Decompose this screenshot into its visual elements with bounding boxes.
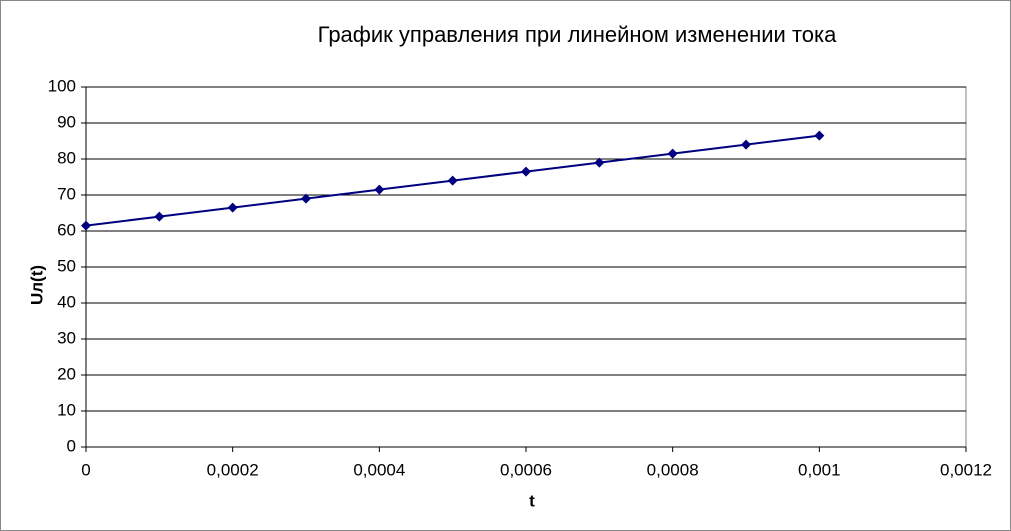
marker [301, 193, 311, 204]
x-tick-label: 0 [81, 460, 90, 479]
marker [667, 148, 678, 159]
y-tick-label: 70 [57, 184, 76, 203]
y-tick-label: 10 [57, 400, 76, 419]
y-axis-label: Uл(t) [27, 265, 46, 305]
marker [814, 130, 825, 141]
marker [154, 211, 165, 222]
x-tick-label: 0,001 [798, 460, 841, 479]
y-tick-label: 30 [57, 328, 76, 347]
y-tick-label: 90 [57, 112, 76, 131]
marker [227, 202, 238, 213]
y-tick-label: 20 [57, 364, 76, 383]
x-axis-label: t [529, 491, 535, 510]
x-tick-label: 0,0002 [207, 460, 259, 479]
x-tick-label: 0,0008 [647, 460, 699, 479]
x-tick-label: 0,0012 [940, 460, 992, 479]
y-tick-label: 0 [67, 436, 76, 455]
x-tick-label: 0,0004 [353, 460, 405, 479]
marker [447, 175, 458, 186]
marker [521, 166, 531, 177]
marker [594, 157, 605, 168]
chart-title: График управления при линейном изменении… [318, 22, 837, 47]
y-tick-label: 60 [57, 220, 76, 239]
marker [374, 184, 385, 195]
y-tick-label: 80 [57, 148, 76, 167]
x-tick-label: 0,0006 [500, 460, 552, 479]
y-tick-label: 40 [57, 292, 76, 311]
marker [741, 139, 751, 150]
y-tick-label: 100 [48, 76, 76, 95]
y-tick-label: 50 [57, 256, 76, 275]
marker [81, 220, 91, 231]
